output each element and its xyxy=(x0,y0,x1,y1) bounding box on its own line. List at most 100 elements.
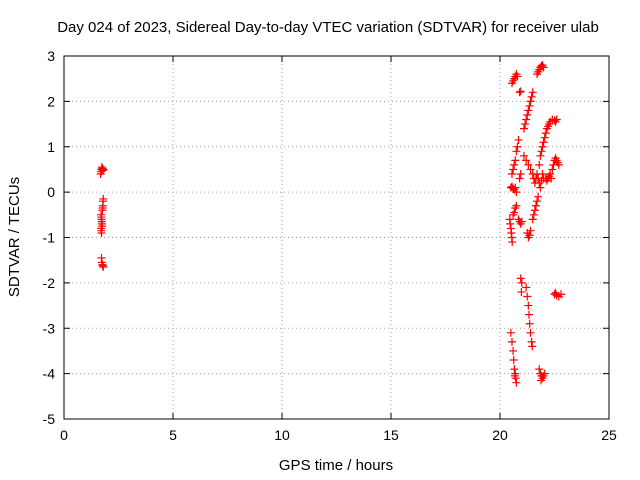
data-point xyxy=(538,142,547,151)
data-point xyxy=(99,194,108,203)
data-point xyxy=(524,160,533,169)
grid-lines xyxy=(64,56,609,419)
x-tick-label: 5 xyxy=(169,427,177,443)
data-point xyxy=(546,169,555,178)
data-point xyxy=(536,183,545,192)
data-point xyxy=(525,231,534,240)
x-tick-label: 20 xyxy=(492,427,508,443)
data-point xyxy=(513,142,522,151)
plot-frame xyxy=(63,55,610,420)
data-point xyxy=(524,310,533,319)
data-point xyxy=(511,156,520,165)
data-point xyxy=(536,151,545,160)
data-point xyxy=(554,160,563,169)
data-point xyxy=(526,97,535,106)
data-point xyxy=(512,147,521,156)
data-point xyxy=(535,160,544,169)
data-point xyxy=(523,292,532,301)
data-point xyxy=(509,346,518,355)
x-axis-label: GPS time / hours xyxy=(279,457,393,474)
data-point xyxy=(540,369,549,378)
y-axis-label: SDTVAR / TECUs xyxy=(6,177,23,297)
data-point xyxy=(508,238,517,247)
data-point xyxy=(517,278,526,287)
data-point xyxy=(557,290,566,299)
data-point xyxy=(528,215,537,224)
data-point xyxy=(525,101,534,110)
data-point xyxy=(506,328,515,337)
data-point xyxy=(507,169,516,178)
data-point xyxy=(516,87,525,96)
y-tick-label: 3 xyxy=(47,48,55,64)
data-point xyxy=(521,120,530,129)
y-tick-label: 2 xyxy=(47,93,55,109)
data-point xyxy=(509,356,518,365)
data-point xyxy=(530,206,539,215)
data-point xyxy=(527,337,536,346)
data-point xyxy=(526,165,535,174)
data-point xyxy=(526,226,535,235)
axis-ticks: 0 5 10 15 20 25 -5 -4 -3 -2 -1 0 1 2 3 xyxy=(43,48,617,443)
x-tick-label: 25 xyxy=(601,427,617,443)
data-point xyxy=(538,169,547,178)
data-point xyxy=(524,301,533,310)
data-point xyxy=(515,88,524,97)
data-point xyxy=(511,183,520,192)
data-point xyxy=(519,124,528,133)
data-point xyxy=(510,371,519,380)
data-point xyxy=(519,151,528,160)
data-point xyxy=(541,129,550,138)
data-point xyxy=(515,174,524,183)
data-point xyxy=(512,201,521,210)
data-point xyxy=(531,201,540,210)
data-point xyxy=(526,328,535,337)
data-point xyxy=(522,283,531,292)
data-point xyxy=(514,135,523,144)
x-tick-label: 0 xyxy=(60,427,68,443)
data-point xyxy=(528,342,537,351)
data-point xyxy=(527,92,536,101)
data-point xyxy=(524,106,533,115)
x-tick-label: 10 xyxy=(274,427,290,443)
data-point xyxy=(510,160,519,169)
data-point xyxy=(506,219,515,228)
data-point xyxy=(510,365,519,374)
data-point xyxy=(513,72,522,81)
data-point xyxy=(536,376,545,385)
data-point xyxy=(537,147,546,156)
data-point xyxy=(510,208,519,217)
data-point xyxy=(529,210,538,219)
data-point xyxy=(535,365,544,374)
data-point xyxy=(516,274,525,283)
data-point xyxy=(522,115,531,124)
data-point xyxy=(97,228,106,237)
data-point xyxy=(512,188,521,197)
y-tick-label: -2 xyxy=(43,275,56,291)
data-point xyxy=(517,287,526,296)
data-point xyxy=(528,88,537,97)
x-tick-label: 15 xyxy=(383,427,399,443)
data-point xyxy=(507,337,516,346)
data-point xyxy=(552,115,561,124)
data-point xyxy=(523,110,532,119)
data-point xyxy=(547,174,556,183)
chart-title: Day 024 of 2023, Sidereal Day-to-day VTE… xyxy=(57,19,599,36)
data-point xyxy=(550,116,559,125)
y-tick-label: -3 xyxy=(43,320,56,336)
data-point xyxy=(534,192,543,201)
data-point xyxy=(548,165,557,174)
data-point xyxy=(517,217,526,226)
data-point xyxy=(539,63,548,72)
data-point xyxy=(522,156,531,165)
y-tick-label: 0 xyxy=(47,184,55,200)
data-point xyxy=(551,288,560,297)
data-point xyxy=(99,262,108,271)
y-tick-label: -4 xyxy=(43,366,56,382)
data-point xyxy=(516,169,525,178)
data-point xyxy=(99,165,108,174)
data-point xyxy=(525,319,534,328)
y-tick-label: -5 xyxy=(43,411,56,427)
data-point xyxy=(512,378,521,387)
data-point xyxy=(509,165,518,174)
